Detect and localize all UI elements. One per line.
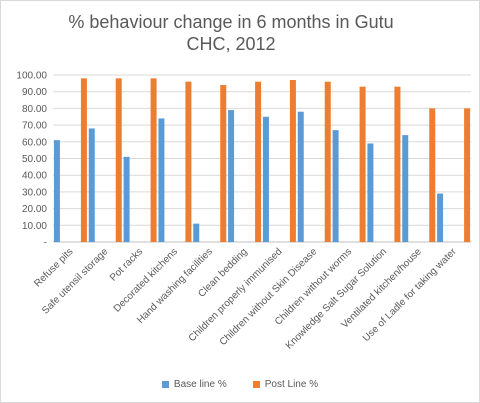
bar-baseline (123, 156, 130, 242)
bar-baseline (158, 118, 165, 242)
y-tick-label: 90.00 (22, 87, 47, 98)
chart-legend: Base line % Post Line % (1, 379, 479, 390)
legend-item-baseline: Base line % (161, 379, 227, 390)
bar-baseline (228, 110, 235, 242)
bar-postline (185, 81, 192, 243)
bar-postline (255, 81, 262, 243)
legend-label-baseline: Base line % (173, 379, 227, 390)
y-tick-label: 60.00 (22, 137, 47, 148)
y-tick-label: 70.00 (22, 121, 47, 132)
y-tick-label: 30.00 (22, 187, 47, 198)
legend-label-postline: Post Line % (264, 379, 319, 390)
bar-postline (359, 86, 366, 242)
y-tick-label: 10.00 (22, 221, 47, 232)
chart-title: % behaviour change in 6 months in Gutu C… (68, 12, 394, 54)
bar-postline (80, 78, 87, 242)
bar-baseline (367, 143, 374, 242)
y-tick-label: 20.00 (22, 204, 47, 215)
bar-baseline (88, 128, 95, 242)
legend-swatch-postline (252, 381, 260, 388)
category-label: Decorated kitchens (112, 246, 180, 314)
bar-baseline (193, 223, 200, 242)
bar-baseline (262, 116, 269, 242)
category-label: Safe utensil storage (40, 246, 111, 317)
bar-baseline (402, 135, 409, 242)
bar-postline (394, 86, 401, 242)
bar-postline (220, 85, 227, 243)
bar-postline (115, 78, 122, 242)
bar-postline (289, 80, 296, 242)
bar-postline (464, 108, 471, 243)
y-tick-label: 40.00 (22, 171, 47, 182)
bar-postline (324, 81, 331, 243)
y-tick-label: - (44, 238, 47, 249)
bar-baseline (53, 140, 60, 242)
legend-item-postline: Post Line % (252, 379, 319, 390)
y-tick-label: 100.00 (16, 71, 47, 82)
bar-baseline (437, 193, 444, 242)
y-tick-label: 50.00 (22, 154, 47, 165)
bar-postline (429, 108, 436, 243)
y-tick-label: 80.00 (22, 104, 47, 115)
bar-postline (150, 78, 157, 242)
bar-baseline (332, 130, 339, 242)
bar-baseline (297, 111, 304, 243)
legend-swatch-baseline (161, 381, 169, 388)
